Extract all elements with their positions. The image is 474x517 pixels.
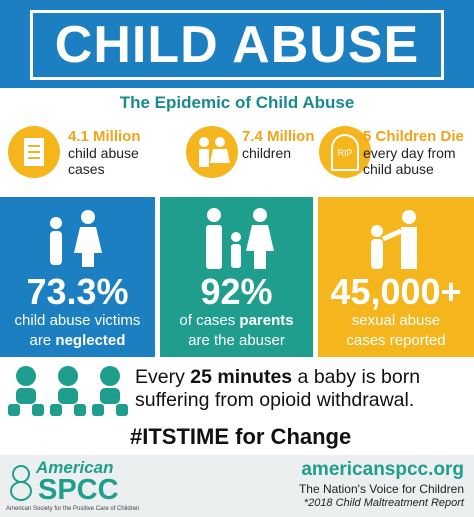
text-segment: are <box>29 332 56 349</box>
panel-value: 45,000+ <box>330 271 462 312</box>
text-segment: parents <box>239 312 294 329</box>
stat-line: every day from <box>363 145 456 161</box>
stat: 5 Children Die every day from child abus… <box>363 128 464 177</box>
panel-icon <box>206 208 274 269</box>
panel-value: 92% <box>200 271 273 312</box>
text-line: child abuse victims <box>0 311 155 331</box>
text-segment: suffering from opioid withdrawal. <box>135 389 415 411</box>
rip-text: RIP <box>337 148 352 158</box>
text-segment: a baby is born <box>292 366 421 388</box>
hashtag: #ITSTIME for Change <box>130 424 352 449</box>
title: CHILD ABUSE <box>30 10 444 80</box>
panel-value: 73.3% <box>26 271 129 312</box>
stat: 7.4 Million children <box>242 128 315 161</box>
text-line: are the abuser <box>160 331 313 351</box>
text-line: of cases parents <box>160 311 313 331</box>
stat: 4.1 Million child abuse cases <box>68 128 141 177</box>
stat-line: child abuse <box>68 145 139 161</box>
subtitle: The Epidemic of Child Abuse <box>119 93 355 112</box>
stat-value: 5 Children Die <box>363 128 464 145</box>
text-segment: child abuse victims <box>14 312 141 329</box>
panel: 92% of cases parents are the abuser <box>160 197 313 357</box>
panel-label: child abuse victims are neglected <box>0 311 155 351</box>
footer-source: *2018 Child Maltreatment Report <box>303 497 464 509</box>
text-line: cases reported <box>318 331 474 351</box>
text-segment: are the abuser <box>188 332 285 349</box>
footer <box>0 455 474 517</box>
stat-value: 7.4 Million <box>242 128 315 145</box>
text-line: are neglected <box>0 331 155 351</box>
text-line: sexual abuse <box>318 311 474 331</box>
stat-line: children <box>242 145 292 161</box>
panel: 73.3% child abuse victims are neglected <box>0 197 155 357</box>
text-segment: of cases <box>179 312 240 329</box>
panel: 45,000+ sexual abuse cases reported <box>318 197 474 357</box>
text-segment: Every <box>135 366 191 388</box>
footer-tagline: The Nation's Voice for Children <box>298 482 464 496</box>
panel-label: sexual abuse cases reported <box>318 311 474 351</box>
text-segment: neglected <box>55 332 126 349</box>
header-band <box>0 0 474 88</box>
stat-value: 4.1 Million <box>68 128 141 145</box>
banner-text: Every 25 minutes a baby is born suffering… <box>135 366 420 412</box>
panel-label: of cases parents are the abuser <box>160 311 313 351</box>
text-line: Every 25 minutes a baby is born <box>135 366 420 389</box>
stat-line: cases <box>68 161 105 177</box>
text-line: suffering from opioid withdrawal. <box>135 389 420 412</box>
stat-icons: RIP <box>8 126 371 178</box>
panel-icon <box>371 210 417 269</box>
text-segment: cases reported <box>346 332 446 349</box>
panel-icon <box>50 210 102 267</box>
footer-url: americanspcc.org <box>301 459 464 480</box>
text-segment: sexual abuse <box>351 312 441 329</box>
logo-bear <box>10 465 32 501</box>
logo-top: American <box>36 458 114 477</box>
text-segment: 25 minutes <box>190 366 293 388</box>
stat-line: child abuse <box>363 161 434 177</box>
logo-main: SPCC <box>38 474 119 506</box>
logo-caption: American Society for the Positive Care o… <box>6 506 140 512</box>
baby-icons <box>8 366 128 416</box>
